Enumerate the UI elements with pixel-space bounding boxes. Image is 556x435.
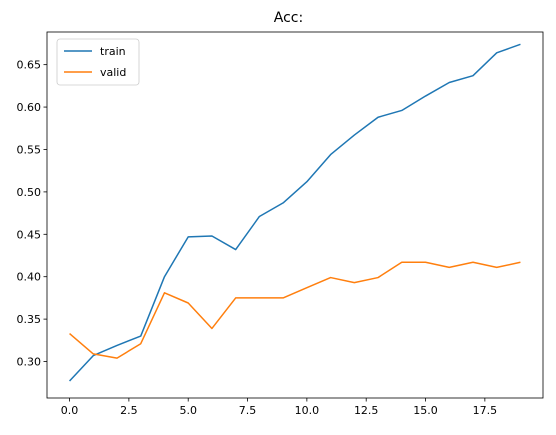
y-tick-label: 0.65 xyxy=(17,59,42,72)
y-tick-label: 0.45 xyxy=(17,228,42,241)
y-axis: 0.30 0.35 0.40 0.45 0.50 0.55 0.60 0.65 xyxy=(17,59,47,369)
x-tick-label: 0.0 xyxy=(61,404,79,417)
y-tick-label: 0.50 xyxy=(17,186,42,199)
x-tick-label: 17.5 xyxy=(473,404,498,417)
legend-label-train: train xyxy=(100,45,126,58)
plot-area xyxy=(47,32,543,398)
y-tick-label: 0.40 xyxy=(17,271,42,284)
x-tick-label: 10.0 xyxy=(295,404,320,417)
x-tick-label: 15.0 xyxy=(413,404,438,417)
x-tick-label: 7.5 xyxy=(239,404,257,417)
legend-label-valid: valid xyxy=(100,66,126,79)
x-tick-label: 2.5 xyxy=(120,404,138,417)
legend: train valid xyxy=(56,38,140,86)
series-line-valid xyxy=(69,261,521,359)
x-tick-label: 5.0 xyxy=(179,404,197,417)
y-tick-label: 0.55 xyxy=(17,143,42,156)
x-axis: 0.0 2.5 5.0 7.5 10.0 12.5 15.0 17.5 xyxy=(61,398,497,417)
y-tick-label: 0.60 xyxy=(17,101,42,114)
x-tick-label: 12.5 xyxy=(354,404,379,417)
legend-box xyxy=(56,38,140,86)
series-lines xyxy=(69,43,521,382)
series-line-train xyxy=(69,43,521,382)
chart-title: Acc: xyxy=(274,10,303,26)
plot-frame xyxy=(46,31,544,399)
y-tick-label: 0.30 xyxy=(17,356,42,369)
y-tick-label: 0.35 xyxy=(17,313,42,326)
